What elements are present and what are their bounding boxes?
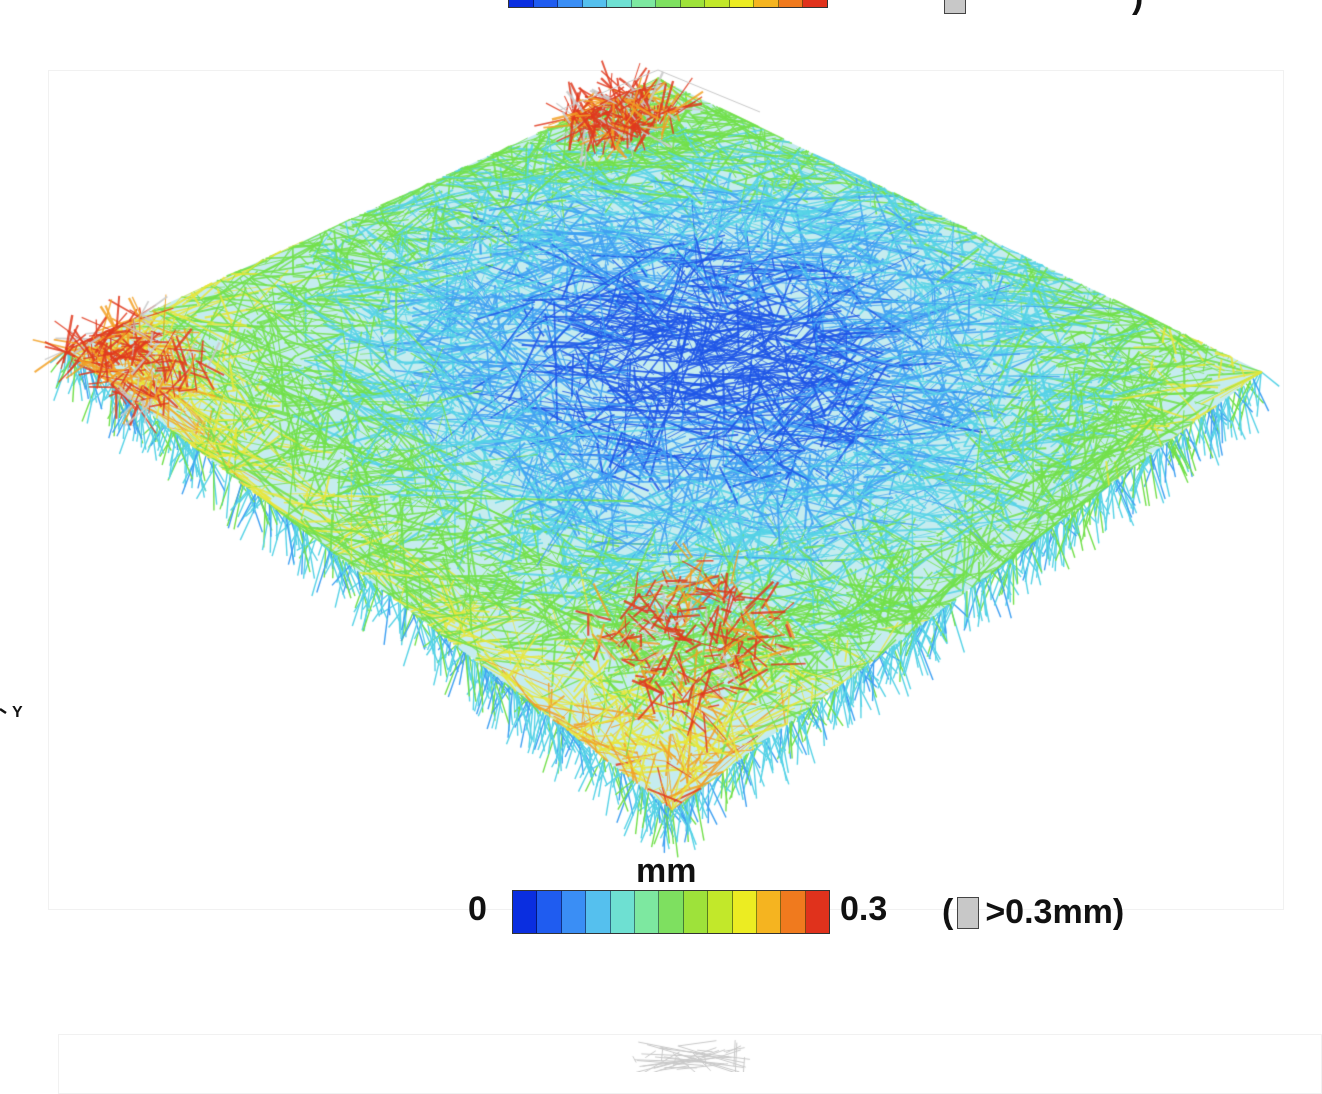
colorbar-segment: [610, 891, 635, 933]
top-note-close: ): [1132, 0, 1143, 17]
top-colorbar-segment: [533, 0, 559, 7]
top-colorbar-segment: [754, 0, 779, 7]
top-colorbar-segment: [656, 0, 681, 7]
colorbar-segment: [513, 891, 538, 933]
top-colorbar-segment: [803, 0, 827, 7]
colorbar-segment: [561, 891, 587, 933]
legend-note-text: >0.3mm): [985, 893, 1125, 931]
top-legend-note: ): [940, 0, 1143, 17]
top-colorbar-segment: [558, 0, 583, 7]
colorbar-segment: [634, 891, 660, 933]
colorbar-segment: [537, 891, 562, 933]
top-colorbar-segment: [607, 0, 632, 7]
colorbar-segment: [586, 891, 611, 933]
top-colorbar-segment: [705, 0, 730, 7]
legend-note-open: (: [942, 893, 954, 931]
top-colorbar-segment: [582, 0, 608, 7]
top-colorbar-segment: [729, 0, 755, 7]
top-colorbar-segment: [680, 0, 706, 7]
main-colorbar: [512, 890, 830, 934]
axis-y-label: Y: [12, 704, 23, 721]
colorbar-segment: [659, 891, 684, 933]
colorbar-segment: [683, 891, 709, 933]
colorbar-segment: [708, 891, 733, 933]
colorbar-segment: [781, 891, 806, 933]
legend-max-label: 0.3: [840, 890, 888, 928]
top-colorbar-segment: [509, 0, 534, 7]
legend-unit: mm: [636, 852, 697, 890]
top-gray-swatch: [944, 0, 966, 14]
gray-swatch: [957, 896, 980, 929]
colorbar-segment: [805, 891, 830, 933]
top-colorbar: [508, 0, 828, 8]
colorbar-segment: [756, 891, 782, 933]
top-colorbar-segment: [778, 0, 804, 7]
legend-min-label: 0: [468, 890, 487, 928]
colorbar-segment: [732, 891, 757, 933]
top-colorbar-segment: [631, 0, 657, 7]
axis-triad-icon: [0, 707, 7, 715]
legend-note: ( >0.3mm): [942, 893, 1124, 932]
